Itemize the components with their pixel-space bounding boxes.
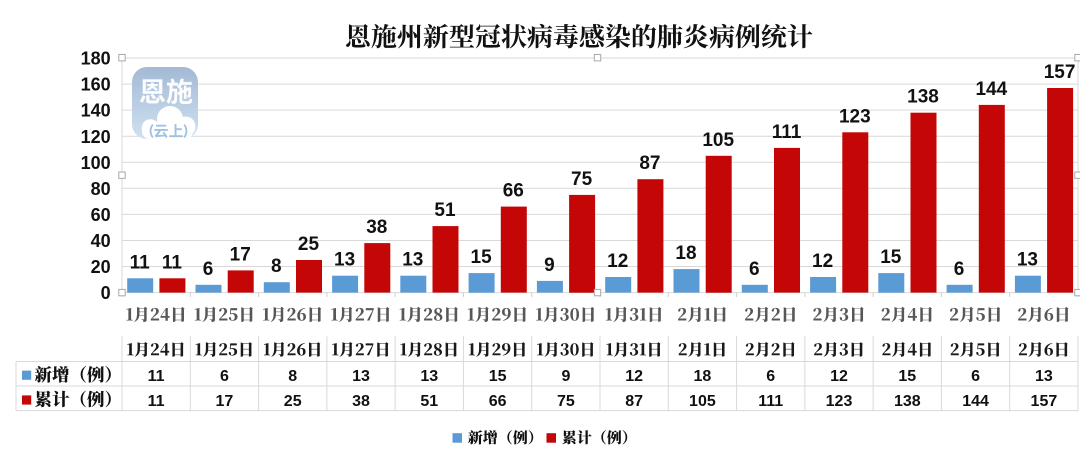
svg-text:11: 11 (148, 368, 165, 385)
svg-text:38: 38 (352, 393, 370, 410)
svg-text:15: 15 (489, 368, 507, 385)
svg-text:160: 160 (81, 75, 111, 95)
svg-text:6: 6 (766, 368, 775, 385)
svg-text:12: 12 (607, 251, 628, 272)
svg-text:15: 15 (471, 247, 493, 268)
svg-text:138: 138 (907, 87, 939, 108)
svg-text:13: 13 (1017, 250, 1038, 271)
svg-text:13: 13 (1035, 368, 1053, 385)
svg-text:60: 60 (91, 205, 111, 225)
svg-text:0: 0 (101, 283, 111, 303)
svg-text:138: 138 (894, 393, 921, 410)
svg-text:100: 100 (81, 153, 111, 173)
svg-text:6: 6 (203, 259, 214, 280)
svg-text:11: 11 (130, 252, 151, 273)
svg-text:13: 13 (334, 250, 355, 271)
svg-text:8: 8 (271, 256, 282, 277)
svg-text:13: 13 (420, 368, 438, 385)
svg-text:40: 40 (91, 231, 111, 251)
svg-text:111: 111 (758, 393, 783, 410)
svg-text:18: 18 (694, 368, 712, 385)
svg-text:75: 75 (557, 393, 575, 410)
svg-text:180: 180 (81, 49, 111, 69)
svg-text:17: 17 (230, 244, 251, 265)
svg-text:12: 12 (812, 251, 833, 272)
svg-text:66: 66 (503, 181, 524, 202)
svg-text:157: 157 (1044, 62, 1076, 83)
svg-text:12: 12 (625, 368, 643, 385)
svg-text:9: 9 (544, 255, 555, 276)
svg-text:18: 18 (675, 243, 696, 264)
svg-text:6: 6 (954, 259, 965, 280)
svg-text:17: 17 (216, 393, 234, 410)
svg-text:123: 123 (839, 106, 871, 127)
svg-text:25: 25 (284, 393, 302, 410)
svg-text:25: 25 (298, 234, 320, 255)
svg-text:11: 11 (148, 393, 165, 410)
svg-text:66: 66 (489, 393, 507, 410)
svg-text:123: 123 (826, 393, 853, 410)
svg-text:105: 105 (689, 393, 716, 410)
svg-text:6: 6 (749, 259, 760, 280)
svg-text:11: 11 (162, 252, 183, 273)
svg-text:87: 87 (625, 393, 643, 410)
svg-text:9: 9 (561, 368, 570, 385)
svg-text:6: 6 (220, 368, 229, 385)
svg-text:140: 140 (81, 101, 111, 121)
svg-text:80: 80 (91, 179, 111, 199)
svg-text:15: 15 (880, 247, 902, 268)
svg-text:13: 13 (402, 250, 423, 271)
svg-text:120: 120 (81, 127, 111, 147)
svg-text:20: 20 (91, 257, 111, 277)
svg-text:111: 111 (772, 122, 802, 143)
svg-text:144: 144 (975, 79, 1007, 100)
svg-text:144: 144 (962, 393, 989, 410)
svg-text:8: 8 (288, 368, 297, 385)
svg-text:51: 51 (434, 200, 456, 221)
svg-text:6: 6 (971, 368, 980, 385)
svg-text:157: 157 (1031, 393, 1058, 410)
svg-text:87: 87 (639, 153, 660, 174)
svg-text:75: 75 (571, 169, 593, 190)
svg-text:105: 105 (702, 130, 734, 151)
svg-text:12: 12 (830, 368, 848, 385)
svg-text:15: 15 (898, 368, 916, 385)
svg-text:38: 38 (366, 217, 387, 238)
svg-text:13: 13 (352, 368, 370, 385)
svg-text:51: 51 (420, 393, 438, 410)
